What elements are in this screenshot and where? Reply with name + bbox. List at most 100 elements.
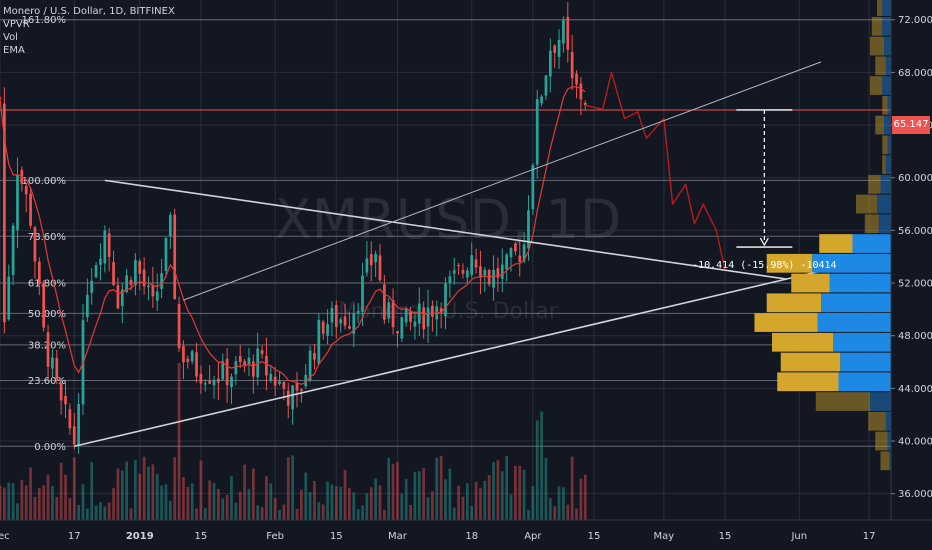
symbol-title[interactable]: Monero / U.S. Dollar, 1D, BITFINEX [3, 6, 175, 17]
volume-bar [365, 493, 369, 520]
volume-bar [339, 486, 343, 520]
candle-body [483, 269, 487, 276]
vpvr-down-volume [819, 234, 853, 253]
vpvr-up-volume [882, 0, 891, 16]
volume-bar [500, 471, 504, 520]
volume-bar [409, 504, 412, 520]
volume-bar [326, 481, 329, 520]
candle-body [540, 96, 543, 104]
candle-body [374, 253, 377, 263]
volume-bar [59, 462, 63, 520]
vpvr-down-volume [870, 36, 884, 56]
candle-body [566, 16, 570, 50]
fib-level-label: 23.60% [28, 376, 66, 387]
vpvr-up-volume [880, 174, 891, 194]
volume-bar [330, 484, 334, 520]
candle-body [509, 248, 513, 258]
volume-bar [225, 494, 229, 520]
ema-indicator-label[interactable]: EMA [3, 45, 25, 56]
candle-body [107, 233, 111, 257]
volume-bar [378, 485, 382, 520]
volume-bar [116, 468, 120, 520]
vpvr-down-volume [875, 56, 886, 76]
vpvr-down-volume [856, 194, 877, 214]
x-tick-label: Dec [0, 531, 10, 542]
volume-bar [138, 473, 142, 520]
volume-bar [479, 487, 482, 520]
volume-bar [234, 502, 238, 520]
volume-bar [374, 478, 377, 520]
candle-body [243, 361, 246, 366]
candle-body [247, 357, 251, 365]
candle-body [431, 305, 434, 317]
x-tick-label: Jun [790, 531, 807, 542]
x-tick-label: Apr [524, 531, 542, 542]
volume-bar [448, 468, 452, 520]
volume-bar [496, 460, 500, 520]
candle-body [99, 258, 102, 265]
volume-bar [186, 487, 190, 520]
candle-body [0, 98, 2, 100]
candle-body [356, 311, 360, 313]
candle-body [59, 383, 63, 401]
volume-bar [527, 509, 530, 520]
vpvr-indicator-label[interactable]: VPVR [3, 19, 30, 30]
candle-body [548, 50, 552, 77]
fib-level-label: 100.00% [22, 176, 67, 187]
volume-bar [457, 485, 460, 520]
volume-bar [90, 462, 94, 520]
volume-bar [129, 508, 133, 520]
volume-bar [46, 474, 50, 520]
last-price-badge: 65.147 [892, 116, 930, 134]
vpvr-up-volume [884, 36, 891, 56]
volume-bar [483, 480, 487, 520]
volume-bar [308, 492, 312, 520]
volume-bar [147, 466, 150, 520]
candle-body [120, 289, 124, 307]
volume-bar [7, 482, 11, 520]
candle-body [151, 285, 155, 297]
candle-body [557, 39, 561, 57]
candle-body [317, 320, 321, 364]
candle-body [352, 312, 356, 334]
candle-body [343, 316, 347, 326]
volume-bar [356, 509, 360, 520]
volume-bar [238, 491, 242, 520]
candle-body [461, 269, 465, 274]
vpvr-up-volume [817, 313, 891, 332]
volume-indicator-label[interactable]: Vol [3, 32, 18, 43]
vpvr-up-volume [838, 372, 891, 392]
volume-bar [313, 480, 316, 520]
vpvr-down-volume [815, 392, 870, 411]
volume-bar [278, 509, 281, 520]
vpvr-up-volume [887, 431, 891, 451]
candle-body [444, 283, 447, 317]
vpvr-up-volume [887, 95, 891, 115]
volume-bar [151, 464, 155, 520]
candle-body [134, 260, 137, 286]
vpvr-down-volume [880, 451, 890, 471]
candle-body [155, 291, 159, 301]
candle-body [583, 102, 587, 106]
candle-body [42, 282, 46, 328]
candle-body [212, 379, 216, 386]
vpvr-up-volume [884, 115, 891, 135]
volume-bar [0, 485, 2, 520]
candle-body [68, 409, 72, 429]
volume-bar [20, 479, 24, 520]
volume-bar [11, 483, 15, 520]
volume-bar [29, 467, 32, 520]
candle-body [286, 390, 290, 406]
vpvr-down-volume [766, 253, 813, 273]
candle-body [3, 103, 6, 323]
candle-body [369, 254, 373, 266]
volume-bar [474, 481, 478, 520]
vpvr-down-volume [864, 214, 879, 234]
volume-bar [221, 498, 225, 520]
volume-bar [570, 456, 574, 520]
volume-bar [208, 480, 212, 520]
candle-body [365, 258, 369, 273]
candle-body [300, 389, 303, 392]
volume-bar [33, 496, 37, 520]
